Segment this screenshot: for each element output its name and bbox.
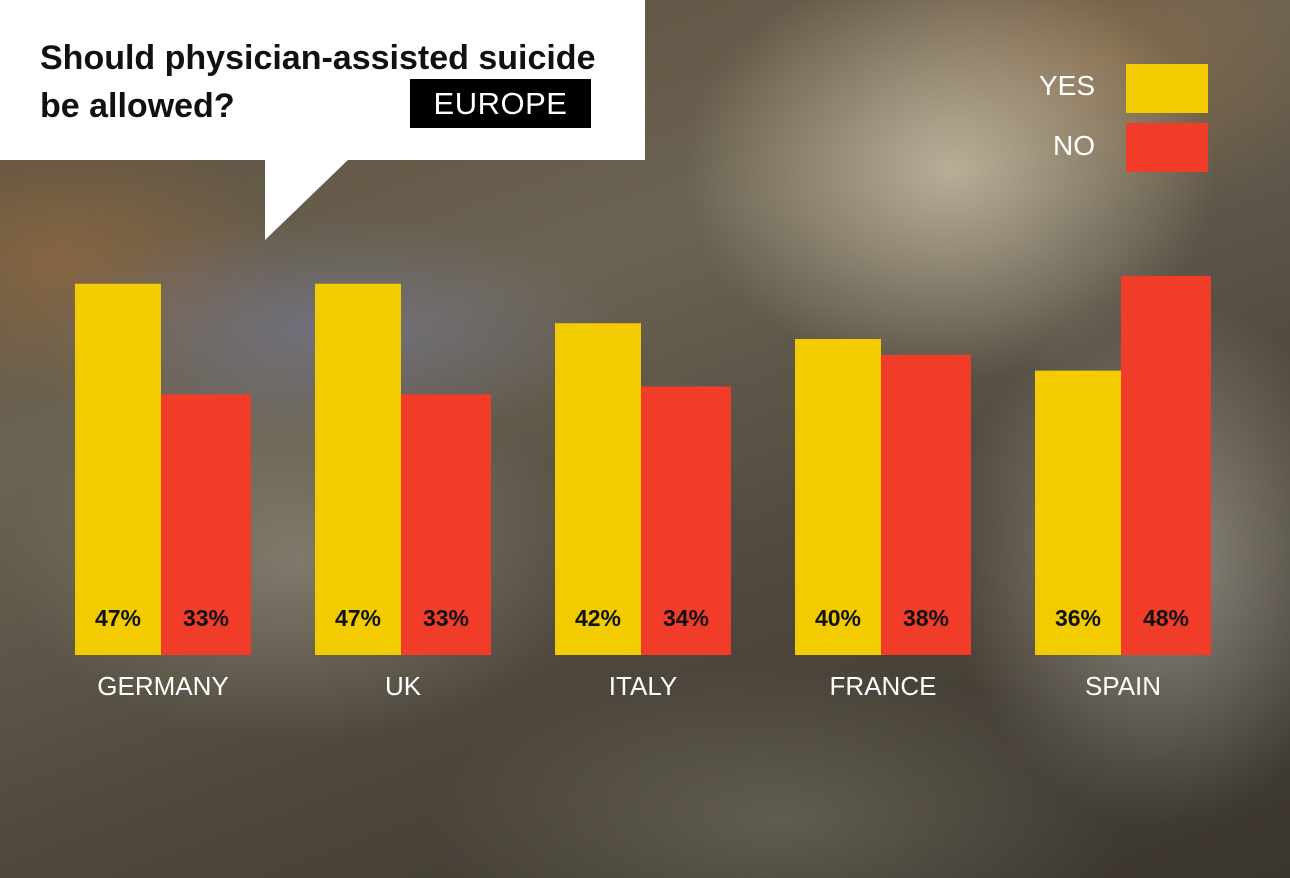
bar-no-france: [881, 354, 971, 655]
speech-bubble: Should physician-assisted suicide be all…: [0, 0, 645, 160]
bar-yes-germany: [75, 283, 161, 655]
legend-swatch-yes: [1126, 64, 1208, 113]
legend-label-no: NO: [1053, 130, 1095, 161]
data-label-yes-germany: 47%: [95, 605, 141, 631]
bar-yes-italy: [555, 323, 641, 655]
bar-no-uk: [401, 394, 491, 655]
category-label-germany: GERMANY: [97, 671, 228, 701]
data-label-yes-italy: 42%: [575, 605, 621, 631]
category-label-italy: ITALY: [609, 671, 677, 701]
bar-no-italy: [641, 386, 731, 655]
legend-label-yes: YES: [1038, 70, 1095, 101]
legend-swatch-no: [1126, 123, 1208, 172]
region-badge: EUROPE: [410, 79, 591, 128]
bar-yes-spain: [1035, 370, 1121, 655]
bar-no-spain: [1121, 275, 1211, 655]
data-label-no-france: 38%: [903, 605, 949, 631]
data-label-yes-uk: 47%: [335, 605, 381, 631]
data-label-no-germany: 33%: [183, 605, 229, 631]
data-label-no-spain: 48%: [1143, 605, 1189, 631]
bar-yes-france: [795, 339, 881, 655]
chart-title: Should physician-assisted suicide be all…: [40, 39, 596, 125]
bar-no-germany: [161, 394, 251, 655]
bar-yes-uk: [315, 283, 401, 655]
data-label-no-uk: 33%: [423, 605, 469, 631]
category-label-uk: UK: [385, 671, 422, 701]
category-label-france: FRANCE: [830, 671, 937, 701]
data-label-no-italy: 34%: [663, 605, 709, 631]
category-label-spain: SPAIN: [1085, 671, 1161, 701]
data-label-yes-france: 40%: [815, 605, 861, 631]
data-label-yes-spain: 36%: [1055, 605, 1101, 631]
speech-bubble-tail: [265, 158, 350, 240]
